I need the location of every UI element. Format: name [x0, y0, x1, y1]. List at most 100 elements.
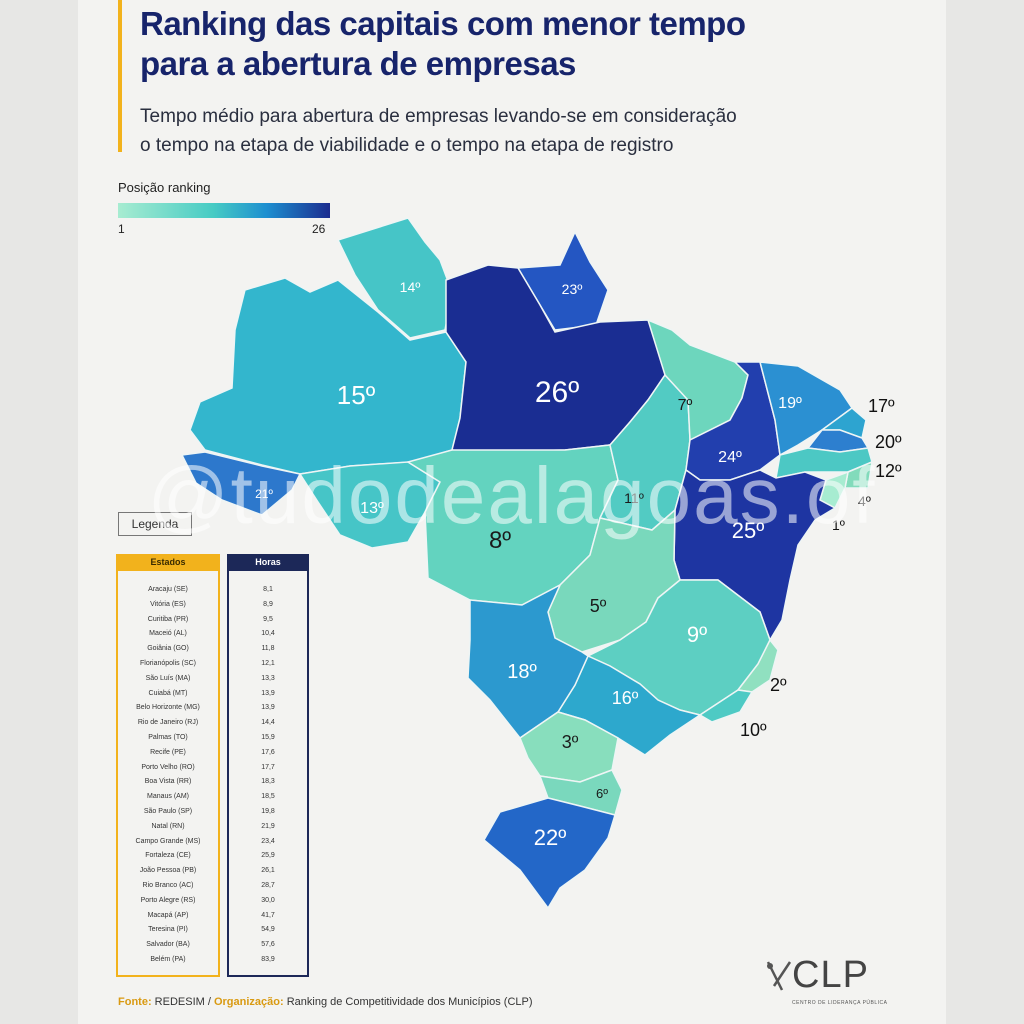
horas-row: 54,9	[261, 926, 275, 934]
horas-row: 11,8	[261, 645, 275, 653]
estado-row: Campo Grande (MS)	[135, 837, 201, 845]
estado-row: São Paulo (SP)	[143, 807, 193, 815]
horas-row: 57,6	[261, 941, 275, 949]
page-title: Ranking das capitais com menor tempo par…	[140, 4, 900, 84]
state-ms	[467, 583, 589, 740]
rank-label-es: 2º	[770, 675, 787, 695]
rank-label-se: 1º	[832, 517, 845, 533]
estado-row: Boa Vista (RR)	[144, 778, 192, 786]
legend-max-label: 26	[312, 222, 326, 236]
estado-row: Salvador (BA)	[146, 941, 190, 949]
horas-row: 18,3	[261, 778, 275, 786]
rank-label-pb: 20º	[875, 432, 902, 452]
rank-label-pr: 3º	[562, 732, 579, 752]
horas-row: 13,3	[261, 674, 275, 682]
rank-label-sp: 16º	[612, 688, 639, 708]
rank-label-ap: 23º	[562, 281, 583, 297]
title-line-2: para a abertura de empresas	[140, 45, 576, 82]
estado-row: Macapá (AP)	[147, 911, 189, 919]
logo-name: CLP	[792, 954, 869, 996]
state-rj	[698, 689, 754, 723]
logo-tagline: CENTRO DE LIDERANÇA PÚBLICA	[792, 1000, 888, 1006]
estado-row: Florianópolis (SC)	[139, 659, 197, 667]
clp-logo: CLP CENTRO DE LIDERANÇA PÚBLICA	[764, 952, 914, 1012]
rank-label-sc: 6º	[596, 786, 608, 801]
horas-row: 18,5	[261, 793, 275, 801]
horas-row: 19,8	[261, 807, 275, 815]
rank-label-go: 5º	[590, 596, 607, 616]
horas-row: 25,9	[261, 852, 275, 860]
horas-row: 41,7	[261, 911, 275, 919]
horas-row: 8,9	[263, 600, 273, 608]
source-label: Fonte:	[118, 996, 152, 1008]
horas-row: 17,7	[261, 763, 275, 771]
rank-label-rs: 22º	[534, 825, 567, 850]
estado-row: Belo Horizonte (MG)	[136, 704, 200, 712]
horas-row: 10,4	[261, 630, 275, 638]
estado-row: Cuiabá (MT)	[148, 689, 188, 697]
horas-row: 83,9	[261, 955, 275, 963]
legend-min-label: 1	[118, 222, 125, 236]
estado-row: Rio de Janeiro (RJ)	[137, 719, 199, 727]
estado-row: Vitória (ES)	[150, 600, 186, 608]
estado-row: Rio Branco (AC)	[142, 881, 194, 889]
horas-row: 28,7	[261, 881, 275, 889]
rank-label-ms: 18º	[507, 661, 537, 683]
state-rs	[483, 797, 616, 910]
estado-row: Palmas (TO)	[148, 733, 188, 741]
estado-row: Porto Velho (RO)	[141, 763, 195, 771]
estado-row: Goiânia (GO)	[147, 645, 189, 653]
horas-row: 9,5	[263, 615, 273, 623]
horas-row: 13,9	[261, 704, 275, 712]
rank-label-rn: 17º	[868, 396, 895, 416]
estado-row: Teresina (PI)	[148, 926, 188, 934]
estados-table: Estados Aracaju (SE) Vitória (ES) Curitiba…	[116, 554, 220, 977]
title-accent-bar	[118, 0, 122, 152]
page-subtitle: Tempo médio para abertura de empresas le…	[140, 102, 900, 160]
horas-header: Horas	[227, 554, 309, 571]
state-ac	[180, 451, 302, 516]
rank-label-mg: 9º	[687, 622, 707, 647]
estado-row: Curitiba (PR)	[147, 615, 189, 623]
rank-label-to: 11º	[624, 490, 644, 506]
state-ro	[298, 461, 441, 549]
estado-row: Manaus (AM)	[146, 793, 189, 801]
subtitle-line-1: Tempo médio para abertura de empresas le…	[140, 106, 737, 127]
horas-row: 8,1	[263, 586, 273, 593]
rank-label-ba: 25º	[732, 518, 765, 543]
source-text: REDESIM /	[154, 996, 211, 1008]
rank-label-ro: 13º	[360, 500, 384, 517]
brazil-ranking-map: 14º 23º 15º 26º 21º 13º 8º 11º 7º 24º 19º 25º 5º 9º 16…	[180, 217, 873, 910]
estado-row: Natal (RN)	[151, 822, 185, 830]
rank-label-mt: 8º	[489, 527, 511, 554]
rank-label-ac: 21º	[255, 487, 273, 501]
source-footer: Fonte: REDESIM / Organização: Ranking de…	[118, 996, 533, 1008]
estado-row: Maceió (AL)	[149, 630, 187, 638]
estado-row: João Pessoa (PB)	[139, 867, 197, 875]
rank-label-pe: 12º	[875, 461, 902, 481]
rank-label-al: 4º	[858, 493, 871, 509]
rank-label-rj: 10º	[740, 720, 767, 740]
horas-row: 12,1	[261, 659, 275, 667]
estados-list: Aracaju (SE) Vitória (ES) Curitiba (PR) Mac…	[116, 571, 220, 977]
horas-row: 14,4	[261, 719, 275, 727]
estado-row: Recife (PE)	[150, 748, 186, 756]
estado-row: Porto Alegre (RS)	[140, 896, 196, 904]
subtitle-line-2: o tempo na etapa de viabilidade e o temp…	[140, 135, 674, 156]
rank-label-ma: 7º	[678, 397, 693, 414]
rank-label-am: 15º	[337, 380, 376, 410]
horas-row: 13,9	[261, 689, 275, 697]
horas-row: 17,6	[261, 748, 275, 756]
horas-row: 21,9	[261, 822, 275, 830]
organizacao-label: Organização:	[213, 996, 284, 1008]
estado-row: Fortaleza (CE)	[145, 852, 191, 860]
estado-row: Belém (PA)	[150, 955, 186, 963]
estado-row: São Luís (MA)	[145, 674, 191, 682]
legend-title: Posição ranking	[118, 180, 211, 195]
estados-header: Estados	[116, 554, 220, 571]
legend-gradient-bar	[118, 203, 330, 218]
title-line-1: Ranking das capitais com menor tempo	[140, 5, 746, 42]
legenda-button[interactable]: Legenda	[118, 512, 192, 536]
rank-label-rr: 14º	[400, 279, 421, 295]
horas-row: 23,4	[261, 837, 275, 845]
